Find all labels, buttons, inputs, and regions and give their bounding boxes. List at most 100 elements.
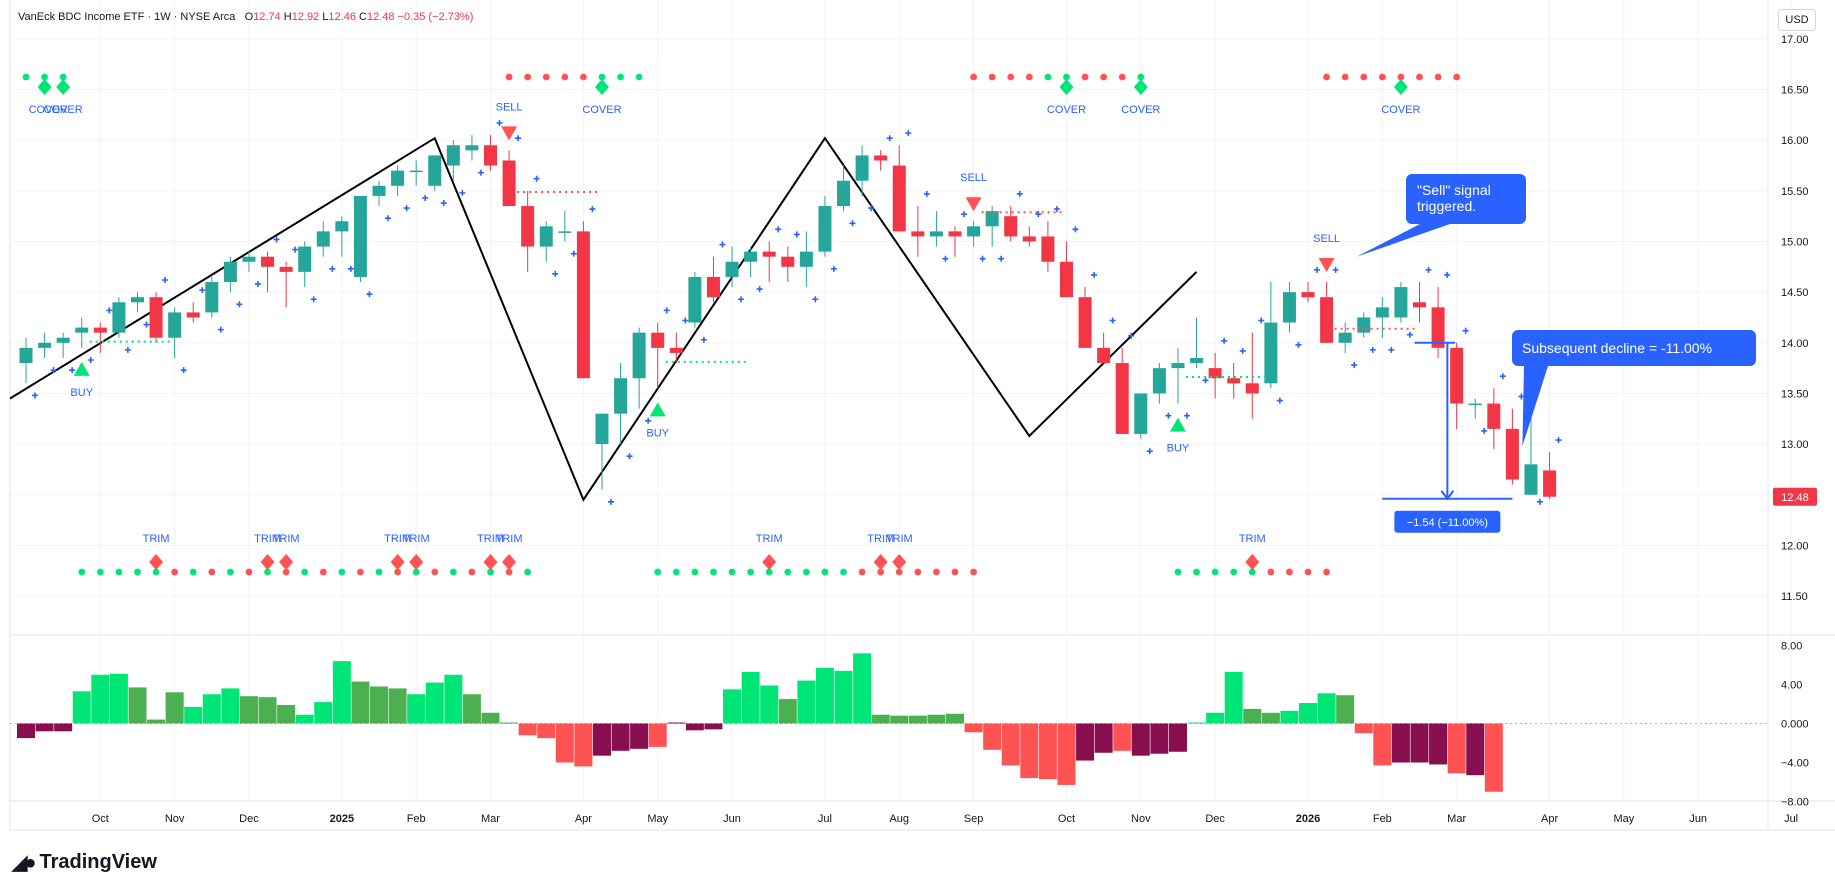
- signal-dot: [449, 568, 457, 576]
- time-tick-label: Aug: [889, 813, 909, 825]
- candlestick-series: [19, 119, 1562, 505]
- candle-body: [911, 231, 925, 237]
- currency-button[interactable]: USD: [1778, 9, 1816, 31]
- histogram-bar: [258, 697, 277, 724]
- candle-body: [985, 211, 999, 227]
- trail-marker: [143, 321, 150, 328]
- histogram-bar: [91, 674, 110, 724]
- trail-marker: [254, 281, 261, 288]
- trail-marker: [1109, 317, 1116, 324]
- histogram-bar: [1299, 703, 1318, 724]
- trail-marker: [830, 265, 837, 272]
- histogram-bar: [407, 694, 426, 724]
- time-tick-label: May: [1613, 813, 1634, 825]
- candle-body: [186, 312, 200, 318]
- histogram-bar: [1280, 710, 1299, 724]
- candle-body: [1320, 297, 1334, 343]
- candle-body: [316, 231, 330, 247]
- trail-marker: [440, 200, 447, 207]
- trail-marker: [292, 246, 299, 253]
- histogram-bar: [72, 691, 91, 724]
- trail-marker: [422, 194, 429, 201]
- trim-diamond: [502, 554, 517, 570]
- time-tick-label: 2025: [330, 813, 354, 825]
- histogram-bar: [1429, 723, 1448, 765]
- signal-dot: [728, 568, 736, 576]
- trail-marker: [923, 190, 930, 197]
- decline-callout-box: [1512, 330, 1756, 366]
- histogram-bar: [685, 723, 704, 731]
- histogram-bar: [1354, 723, 1373, 734]
- trail-marker: [942, 255, 949, 262]
- time-tick-label: May: [647, 813, 668, 825]
- time-axis[interactable]: Oct Nov Dec 2025 Feb Mar Apr May Jun Jul Aug Sep Oct…: [92, 813, 1798, 825]
- histogram-bar: [1484, 723, 1503, 792]
- time-tick-label: Feb: [407, 813, 426, 825]
- trail-marker: [1146, 448, 1153, 455]
- trail-marker: [366, 291, 373, 298]
- candle-body: [762, 251, 776, 257]
- candle-body: [1041, 236, 1055, 262]
- time-tick-label: Jul: [818, 813, 832, 825]
- tradingview-logo[interactable]: ◢● TradingView: [12, 850, 157, 875]
- histogram-bar: [946, 713, 964, 724]
- price-axis[interactable]: 17.00 16.50 16.00 15.50 15.00 14.50 14.00 13.50…: [1773, 34, 1817, 809]
- signal-dot: [970, 568, 977, 576]
- change-value: −0.35 (−2.73%): [397, 11, 474, 23]
- histogram-bar: [314, 702, 333, 724]
- histogram-bar: [927, 714, 946, 724]
- trail-marker: [1053, 206, 1060, 213]
- candle-body: [1134, 393, 1148, 434]
- signal-dot: [171, 568, 179, 576]
- price-tick-label: 12.00: [1781, 540, 1809, 552]
- histogram-bar: [1317, 693, 1336, 724]
- trail-marker: [1091, 271, 1098, 278]
- signal-dot: [1230, 568, 1238, 576]
- last-price-badge: [1773, 487, 1817, 506]
- signal-dot: [951, 568, 959, 576]
- candle-body: [75, 327, 89, 333]
- trail-marker: [1295, 341, 1302, 348]
- trim-diamond: [260, 554, 275, 570]
- candle-body: [837, 180, 851, 207]
- histogram-bar: [370, 686, 389, 724]
- trail-marker: [849, 220, 856, 227]
- price-tick-label: 14.50: [1781, 287, 1809, 299]
- decline-callout-pointer: [1522, 366, 1548, 447]
- histogram-bar: [1168, 723, 1187, 752]
- sell-callout-box: [1406, 174, 1526, 224]
- cover-label: COVER: [582, 104, 621, 116]
- price-tick-label: 15.00: [1781, 237, 1809, 249]
- candle-body: [242, 256, 256, 262]
- candle-body: [223, 261, 237, 283]
- trail-marker: [1369, 346, 1376, 353]
- signal-dots: [22, 73, 1461, 576]
- trim-label: TRIM: [143, 533, 170, 545]
- signal-dot: [22, 73, 30, 81]
- signal-dot: [1211, 568, 1219, 576]
- trail-marker: [1388, 346, 1395, 353]
- signal-dot: [1063, 73, 1070, 81]
- trail-marker: [552, 270, 559, 277]
- cover-label: COVER: [44, 104, 83, 116]
- histogram-bar: [35, 723, 54, 732]
- signal-dot: [1286, 568, 1293, 576]
- signal-dot: [524, 73, 532, 81]
- candle-body: [948, 231, 962, 237]
- histogram-bar: [1113, 723, 1132, 751]
- symbol-title[interactable]: VanEck BDC Income ETF · 1W · NYSE Arca: [18, 11, 236, 23]
- signal-dot: [245, 568, 253, 576]
- signal-dot: [487, 568, 494, 576]
- candle-body: [261, 256, 275, 267]
- histogram-bar: [1391, 723, 1410, 763]
- histogram-bar: [890, 715, 909, 724]
- time-tick-label: Dec: [239, 813, 259, 825]
- candle-body: [93, 327, 107, 333]
- trail-marker: [273, 236, 280, 243]
- signal-dot: [394, 568, 401, 576]
- candle-body: [1264, 322, 1278, 384]
- trail-marker: [124, 346, 131, 353]
- signal-dot: [1323, 568, 1330, 576]
- trail-marker: [570, 250, 577, 257]
